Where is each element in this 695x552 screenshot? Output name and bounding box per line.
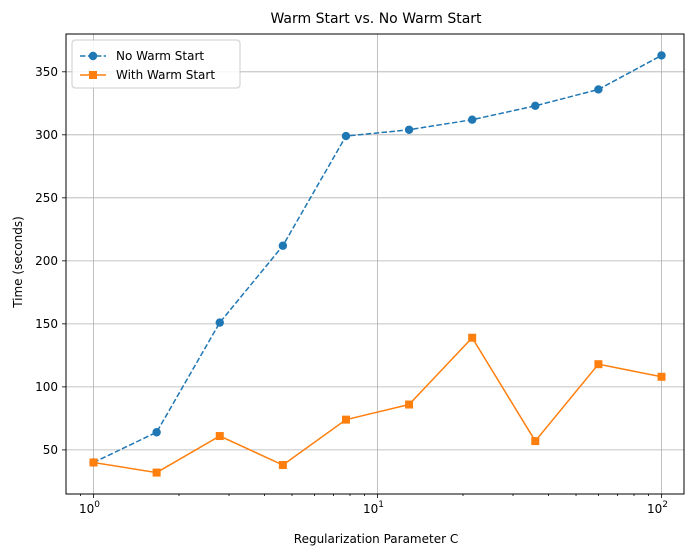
x-tick-exponent: 1 [378, 500, 384, 510]
data-point [215, 318, 224, 327]
data-point [468, 333, 477, 342]
y-tick-label: 350 [35, 65, 58, 79]
legend-label: No Warm Start [116, 49, 204, 63]
data-point [531, 101, 540, 111]
data-point [341, 415, 350, 424]
x-ticks: 100 101 102 [79, 494, 668, 516]
legend-item: No Warm Start [80, 49, 204, 63]
x-axis-label: Regularization Parameter C [294, 532, 458, 546]
series-1 [89, 333, 666, 477]
data-point [594, 360, 603, 369]
y-tick-label: 250 [35, 191, 58, 205]
data-point [404, 125, 414, 134]
y-tick-label: 300 [35, 128, 58, 142]
plot-frame [65, 33, 685, 495]
grid [66, 34, 684, 494]
x-tick-label: 100 [79, 500, 100, 516]
data-point [152, 428, 161, 437]
series-line [93, 54, 662, 464]
data-point [278, 241, 288, 250]
legend-marker [89, 71, 97, 79]
data-point [657, 372, 666, 381]
x-tick-exponent: 2 [662, 500, 668, 510]
x-tick-base: 10 [79, 502, 94, 516]
data-point [467, 115, 477, 124]
data-point [405, 400, 414, 409]
data-point [152, 468, 161, 477]
x-tick-base: 10 [647, 502, 662, 516]
y-tick-label: 200 [35, 254, 58, 268]
chart-title: Warm Start vs. No Warm Start [270, 11, 482, 27]
legend-marker [88, 51, 98, 61]
y-tick-label: 150 [35, 317, 58, 331]
x-tick-base: 10 [363, 502, 378, 516]
data-point [341, 131, 351, 141]
legend-item: With Warm Start [80, 68, 215, 82]
y-tick-label: 50 [43, 443, 58, 457]
legend: No Warm Start With Warm Start [71, 39, 241, 89]
data-point [657, 51, 666, 60]
data-point [278, 461, 287, 470]
legend-label: With Warm Start [116, 68, 215, 82]
data-point [531, 437, 540, 446]
data-point [215, 432, 224, 441]
y-axis-label: Time (seconds) [11, 216, 25, 309]
x-tick-exponent: 0 [94, 500, 100, 510]
x-tick-label: 102 [647, 500, 668, 516]
x-tick-label: 101 [363, 500, 384, 516]
series-layer [89, 51, 666, 477]
series-line [93, 336, 662, 474]
y-tick-label: 100 [35, 380, 58, 394]
y-ticks: 50 100 150 200 250 300 350 [35, 65, 66, 457]
data-point [594, 85, 603, 94]
data-point [89, 458, 98, 467]
legend-box [71, 39, 241, 89]
